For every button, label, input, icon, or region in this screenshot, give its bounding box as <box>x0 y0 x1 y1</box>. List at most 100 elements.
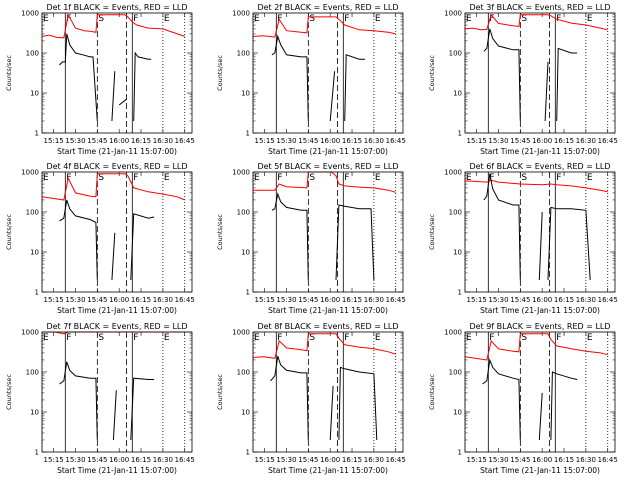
marker-label: S <box>98 14 104 24</box>
marker-label: E <box>164 333 170 343</box>
x-tick-label: 15:45 <box>298 137 318 145</box>
series-line <box>547 206 591 281</box>
marker-label: S <box>521 173 527 183</box>
x-tick-label: 16:15 <box>131 456 151 464</box>
marker-label: F <box>277 173 282 183</box>
y-tick-label: 1000 <box>21 329 39 337</box>
series-line <box>41 173 185 201</box>
y-tick-label: 10 <box>241 90 250 98</box>
marker-label: E <box>254 14 260 24</box>
x-tick-label: 15:30 <box>65 296 85 304</box>
marker-label: E <box>587 14 593 24</box>
x-tick-label: 16:15 <box>342 296 362 304</box>
y-axis-label: Counts/sec <box>428 214 436 250</box>
y-tick-label: 1000 <box>21 10 39 18</box>
y-tick-label: 1000 <box>232 329 250 337</box>
series-line <box>344 54 366 122</box>
y-tick-label: 10 <box>241 409 250 417</box>
series-line <box>335 204 375 281</box>
marker-label: E <box>375 14 381 24</box>
x-tick-label: 16:15 <box>342 137 362 145</box>
x-tick-label: 16:30 <box>576 137 596 145</box>
marker-label: S <box>309 333 315 343</box>
x-tick-label: 16:15 <box>342 456 362 464</box>
chart-title: Det 5f BLACK = Events, RED = LLD <box>257 162 398 171</box>
y-tick-label: 10 <box>453 249 462 257</box>
marker-label: F <box>344 333 349 343</box>
x-tick-label: 15:15 <box>255 296 275 304</box>
marker-label: E <box>375 333 381 343</box>
x-axis-label: Start Time (21-Jan-11 15:07:00) <box>480 147 600 156</box>
chart-panel: Det 3f BLACK = Events, RED = LLD Start Ti… <box>428 3 618 156</box>
x-tick-label: 15:45 <box>298 296 318 304</box>
series-line <box>118 98 127 106</box>
plot-frame <box>464 331 616 453</box>
y-tick-label: 1 <box>35 449 39 457</box>
marker-label: E <box>466 14 472 24</box>
x-tick-label: 16:15 <box>131 137 151 145</box>
chart-title: Det 8f BLACK = Events, RED = LLD <box>257 322 398 331</box>
x-axis-label: Start Time (21-Jan-11 15:07:00) <box>268 147 388 156</box>
marker-label: F <box>66 333 71 343</box>
chart-title: Det 1f BLACK = Events, RED = LLD <box>46 3 187 12</box>
marker-label: E <box>466 333 472 343</box>
y-tick-label: 1 <box>246 289 250 297</box>
y-tick-label: 1 <box>246 449 250 457</box>
x-tick-label: 16:00 <box>109 456 129 464</box>
x-tick-label: 15:30 <box>276 456 296 464</box>
chart-panel: Det 7f BLACK = Events, RED = LLD Start Ti… <box>5 322 195 475</box>
x-tick-label: 15:15 <box>44 137 64 145</box>
chart-title: Det 2f BLACK = Events, RED = LLD <box>257 3 398 12</box>
x-tick-label: 16:45 <box>175 296 195 304</box>
x-tick-label: 15:30 <box>276 296 296 304</box>
y-axis-label: Counts/sec <box>5 374 13 410</box>
x-axis-label: Start Time (21-Jan-11 15:07:00) <box>57 466 177 475</box>
x-tick-label: 16:15 <box>554 456 574 464</box>
x-axis-label: Start Time (21-Jan-11 15:07:00) <box>480 466 600 475</box>
x-tick-label: 16:00 <box>532 456 552 464</box>
y-tick-label: 10 <box>241 249 250 257</box>
x-axis-label: Start Time (21-Jan-11 15:07:00) <box>268 466 388 475</box>
marker-label: E <box>164 14 170 24</box>
plot-frame <box>41 12 193 134</box>
marker-label: F <box>556 14 561 24</box>
x-tick-label: 16:30 <box>364 456 384 464</box>
y-tick-label: 1 <box>458 289 462 297</box>
marker-label: F <box>66 14 71 24</box>
y-tick-label: 1000 <box>21 169 39 177</box>
x-tick-label: 15:30 <box>65 456 85 464</box>
y-tick-label: 100 <box>449 369 462 377</box>
x-tick-label: 15:15 <box>255 137 275 145</box>
chart-title: Det 9f BLACK = Events, RED = LLD <box>469 322 610 331</box>
marker-label: F <box>133 333 138 343</box>
x-tick-label: 16:45 <box>175 137 195 145</box>
chart-title: Det 7f BLACK = Events, RED = LLD <box>46 322 187 331</box>
x-tick-label: 16:30 <box>576 296 596 304</box>
series-line <box>329 385 334 441</box>
marker-label: F <box>344 14 349 24</box>
series-line <box>550 371 578 441</box>
x-tick-label: 16:00 <box>532 137 552 145</box>
x-tick-label: 16:00 <box>532 296 552 304</box>
series-line <box>538 392 543 441</box>
series-line <box>270 355 309 441</box>
y-tick-label: 1 <box>246 130 250 138</box>
x-tick-label: 15:15 <box>467 137 487 145</box>
marker-label: F <box>556 173 561 183</box>
marker-label: F <box>489 14 494 24</box>
x-axis-label: Start Time (21-Jan-11 15:07:00) <box>480 306 600 315</box>
marker-label: E <box>43 173 49 183</box>
marker-label: E <box>466 173 472 183</box>
y-tick-label: 100 <box>26 50 39 58</box>
y-tick-label: 100 <box>237 209 250 217</box>
series-line <box>252 16 396 38</box>
marker-label: E <box>254 173 260 183</box>
y-axis-label: Counts/sec <box>428 55 436 91</box>
marker-label: E <box>43 14 49 24</box>
x-tick-label: 15:45 <box>510 137 530 145</box>
series-line <box>41 13 185 39</box>
series-line <box>329 71 336 122</box>
y-tick-label: 10 <box>453 90 462 98</box>
chart-panel: Det 6f BLACK = Events, RED = LLD Start Ti… <box>428 162 618 315</box>
x-tick-label: 15:45 <box>87 456 107 464</box>
